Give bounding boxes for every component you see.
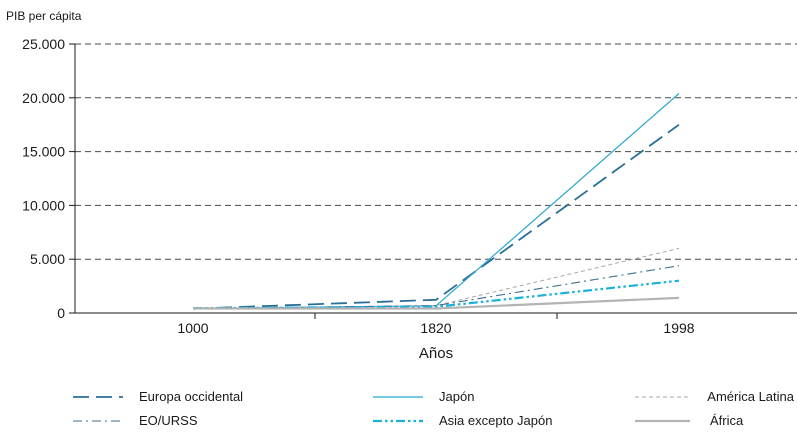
x-tick-label: 1820	[420, 320, 451, 336]
series-line-2	[192, 93, 680, 310]
x-axis-label: Años	[419, 345, 453, 362]
legend: Europa occidental Japón América Latina EO/U…	[73, 389, 795, 428]
y-tick-label: 5.000	[30, 251, 65, 267]
legend-label: Asia excepto Japón	[439, 413, 552, 428]
x-tick-label: 1998	[663, 320, 694, 336]
x-tick-label: 1000	[177, 320, 208, 336]
series-line-1	[192, 123, 680, 310]
axes	[69, 44, 797, 314]
legend-label: Japón	[439, 389, 474, 404]
legend-label: África	[710, 413, 744, 428]
y-axis-label: PIB per cápita	[6, 9, 82, 23]
y-tick-label: 25.000	[22, 36, 65, 52]
legend-label: Europa occidental	[139, 389, 243, 404]
legend-label: América Latina	[707, 389, 794, 404]
y-ticks: 0 5.000 10.000 15.000 20.000 25.000	[22, 36, 75, 321]
series-line-6	[193, 296, 680, 310]
y-tick-label: 20.000	[22, 90, 65, 106]
y-tick-label: 10.000	[22, 197, 65, 213]
series-line-4	[192, 265, 680, 310]
x-ticks: 1000 1820 1998	[177, 313, 695, 336]
y-tick-label: 0	[57, 305, 65, 321]
legend-label: EO/URSS	[139, 413, 198, 428]
grid-lines	[75, 43, 797, 260]
series-lines	[192, 93, 680, 310]
y-tick-label: 15.000	[22, 144, 65, 160]
series-line-5	[192, 279, 680, 310]
series-line-3	[192, 247, 680, 310]
